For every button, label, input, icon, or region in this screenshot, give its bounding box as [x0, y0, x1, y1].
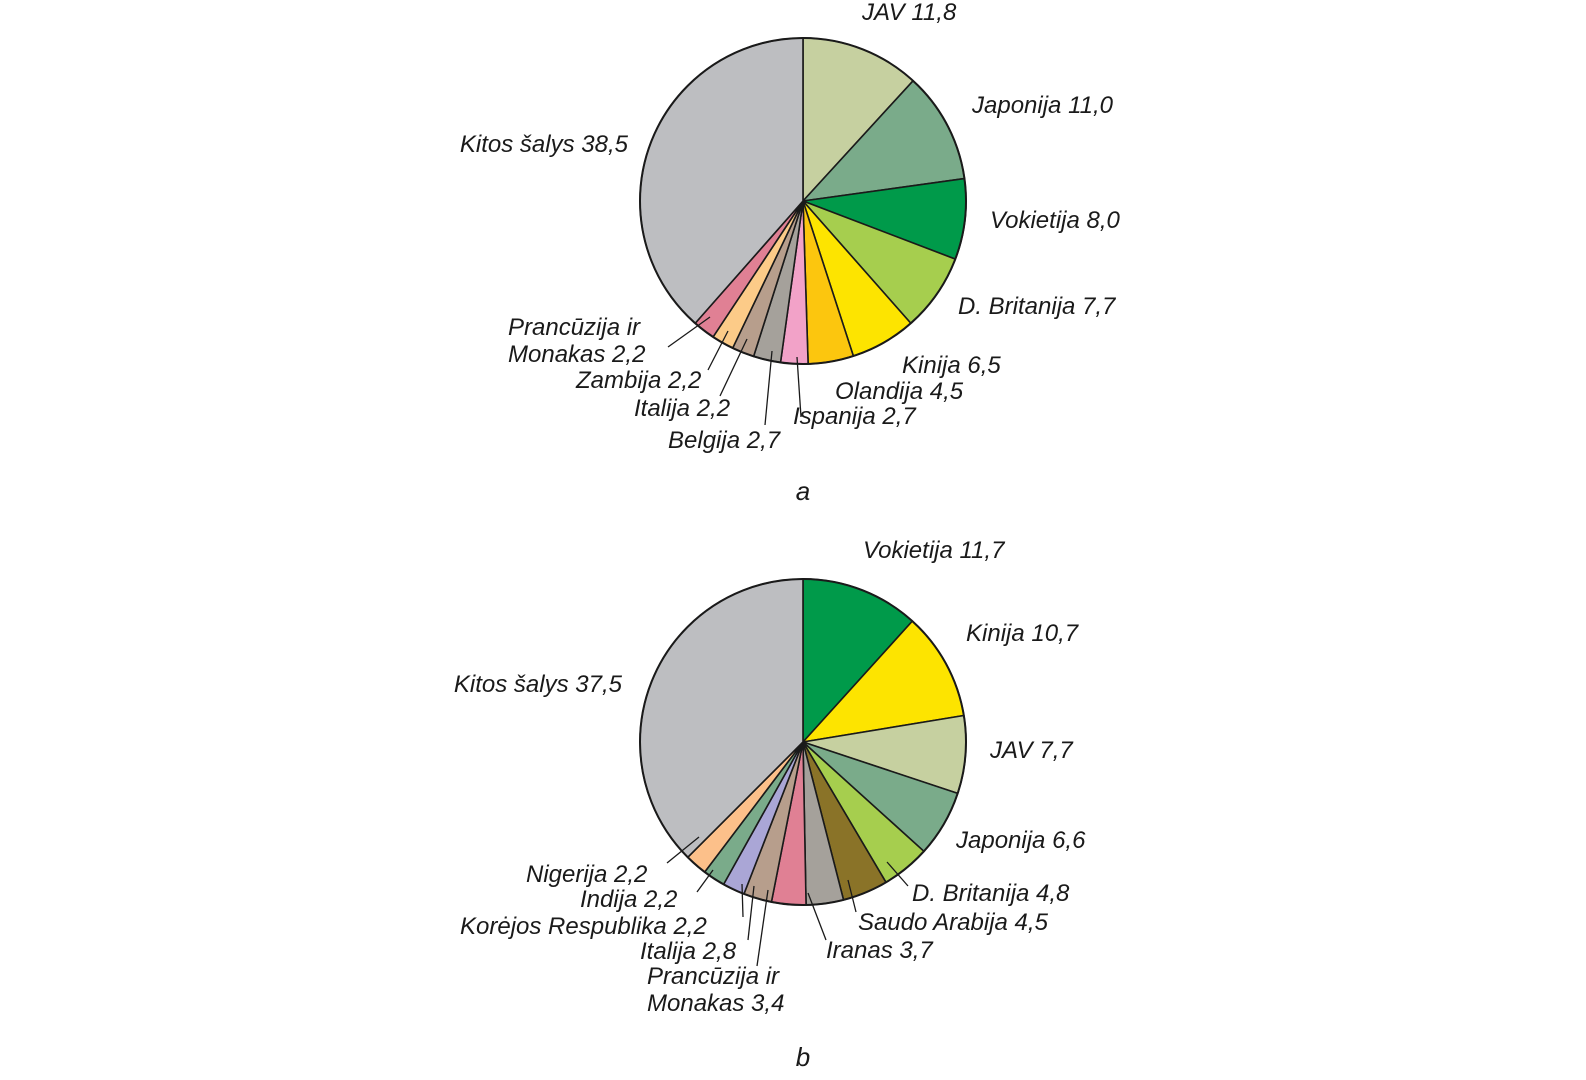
- pie-chart-a: JAV 11,8 Japonija 11,0 Vokietija 8,0 D. Bri…: [460, 0, 1121, 506]
- slice-label-d-britanija: D. Britanija 7,7: [958, 293, 1117, 320]
- leader-line-indija: [696, 869, 714, 893]
- leader-line-belgija: [764, 350, 773, 426]
- leader-line-italija: [719, 338, 748, 397]
- slice-label-kitos-salys: Kitos šalys 37,5: [454, 671, 623, 698]
- leader-line-ispanija: [796, 356, 802, 418]
- slice-label-jav: JAV 11,8: [861, 0, 957, 26]
- slice-label-olandija: Olandija 4,5: [835, 378, 964, 405]
- slice-label-iranas: Iranas 3,7: [826, 937, 934, 964]
- leader-line-iranas: [807, 892, 827, 941]
- pie-chart-b: Vokietija 11,7 Kinija 10,7 JAV 7,7 Japonija…: [454, 537, 1086, 1072]
- slice-label-zambija: Zambija 2,2: [575, 367, 701, 394]
- leader-line-prancuzija-ir-monakas: [756, 889, 769, 967]
- slice-label-italija: Italija 2,2: [634, 395, 730, 422]
- leader-line-prancuzija-ir-monakas: [667, 316, 711, 348]
- slice-label-prancuzija-ir-monakas: Prancūzija ir Monakas 2,2: [508, 314, 645, 368]
- leader-line-italija: [747, 885, 755, 941]
- leader-line-nigerija: [666, 836, 700, 864]
- leader-line-d-britanija: [886, 861, 909, 887]
- slice-label-belgija: Belgija 2,7: [668, 427, 782, 454]
- slice-label-italija: Italija 2,8: [640, 938, 737, 965]
- leader-line-korejos-respublika: [741, 883, 744, 918]
- slice-label-ispanija: Ispanija 2,7: [793, 403, 917, 430]
- pie-outline-a: [639, 37, 967, 365]
- panel-label-b: b: [796, 1042, 810, 1072]
- slice-label-nigerija: Nigerija 2,2: [526, 861, 647, 888]
- panel-label-a: a: [796, 476, 810, 506]
- slice-label-d-britanija: D. Britanija 4,8: [912, 880, 1070, 907]
- leader-line-saudo-arabija: [847, 879, 857, 913]
- slice-label-vokietija: Vokietija 8,0: [990, 207, 1121, 234]
- slice-label-japonija: Japonija 6,6: [955, 827, 1086, 854]
- slice-label-jav: JAV 7,7: [989, 737, 1074, 764]
- slice-label-kinija: Kinija 6,5: [902, 352, 1001, 379]
- slice-label-vokietija: Vokietija 11,7: [863, 537, 1006, 564]
- pie-outline-b: [639, 578, 967, 906]
- slice-label-japonija: Japonija 11,0: [971, 92, 1114, 119]
- slice-label-kinija: Kinija 10,7: [966, 620, 1080, 647]
- slice-label-kitos-salys: Kitos šalys 38,5: [460, 131, 629, 158]
- slice-label-indija: Indija 2,2: [580, 886, 677, 913]
- leader-line-zambija: [707, 330, 729, 371]
- slice-label-prancuzija-ir-monakas: Prancūzija ir Monakas 3,4: [647, 963, 784, 1017]
- slice-label-korejos-respublika: Korėjos Respublika 2,2: [460, 913, 707, 940]
- slice-label-saudo-arabija: Saudo Arabija 4,5: [858, 909, 1049, 936]
